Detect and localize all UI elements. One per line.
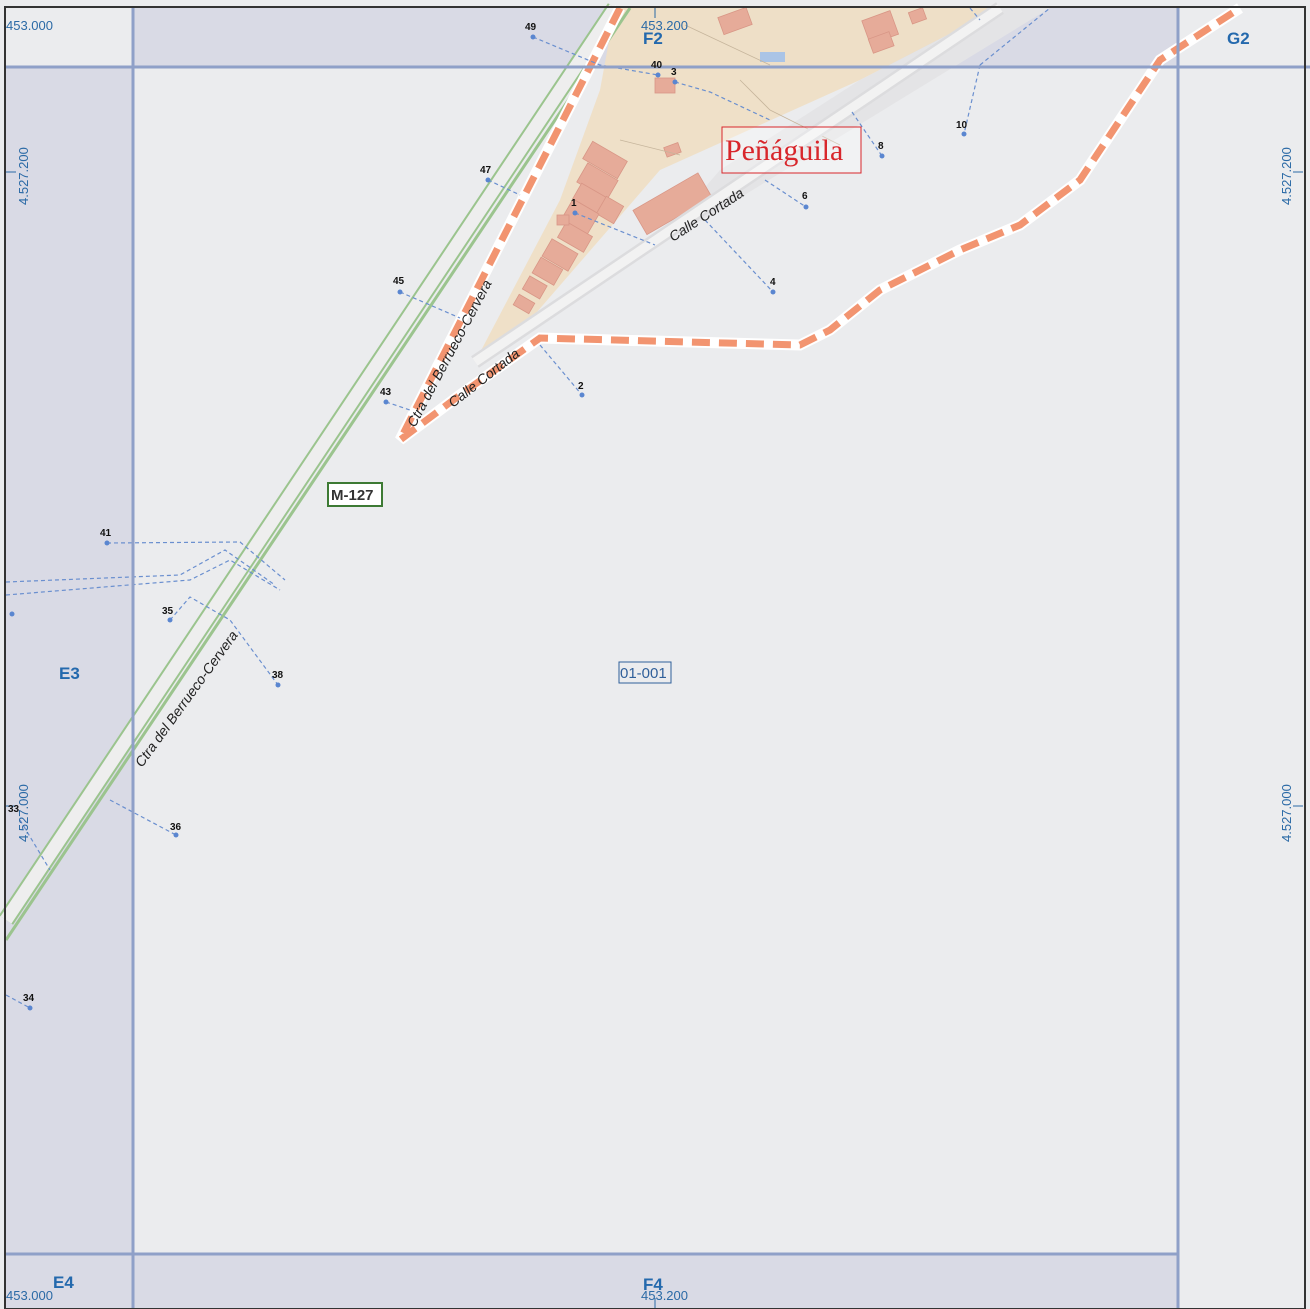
coord-y-4527000-left: 4.527.000	[16, 784, 31, 842]
address-numbers: 49 40 3 8 10 6 1 47 4 45 43 2 41 35 38 3…	[8, 22, 968, 1004]
map-frame	[4, 6, 1306, 1309]
address-number: 35	[162, 606, 174, 617]
coord-y-4527000-right: 4.527.000	[1279, 784, 1294, 842]
coord-y-4527200-left: 4.527.200	[16, 147, 31, 205]
parcel-code-label[interactable]: 01-001	[620, 665, 667, 682]
water-feature	[760, 52, 785, 62]
address-number: 36	[170, 822, 182, 833]
address-number: 38	[272, 670, 284, 681]
address-number: 40	[651, 60, 663, 71]
address-leaders	[5, 7, 1051, 1009]
address-dots	[9, 34, 967, 1011]
address-number: 33	[8, 804, 20, 815]
main-road	[0, 3, 632, 941]
coord-x-453200-bottom: 453.200	[641, 1288, 688, 1303]
address-number: 43	[380, 387, 392, 398]
address-number: 6	[802, 191, 808, 202]
grid-lines	[6, 8, 1310, 1309]
road-badge-box	[327, 482, 383, 507]
adjacent-sheet-e4-f4	[6, 1254, 1178, 1309]
address-number: 41	[100, 528, 112, 539]
address-number: 1	[571, 198, 577, 209]
address-number: 4	[770, 277, 776, 288]
parcel-code-box	[618, 661, 672, 684]
dashed-path	[395, 3, 1243, 445]
sheet-label-f4[interactable]: F4	[643, 1275, 663, 1294]
sheet-label-f2[interactable]: F2	[643, 29, 663, 48]
address-number: 34	[23, 993, 35, 1004]
coord-y-4527200-right: 4.527.200	[1279, 147, 1294, 205]
address-number: 49	[525, 22, 537, 33]
sheet-label-e3[interactable]: E3	[59, 664, 80, 683]
road-badge-label[interactable]: M-127	[331, 487, 374, 504]
coordinate-ticks	[6, 8, 1303, 1309]
town-label[interactable]: Peñáguila	[725, 134, 843, 167]
address-number: 45	[393, 276, 405, 287]
address-number: 47	[480, 165, 492, 176]
coord-x-453200-top: 453.200	[641, 18, 688, 33]
coord-x-453000-top: 453.000	[6, 18, 53, 33]
sheet-label-e4[interactable]: E4	[53, 1273, 74, 1292]
town-label-box	[721, 126, 862, 174]
address-number: 8	[878, 141, 884, 152]
buildings	[512, 6, 928, 315]
adjacent-sheet-e3	[6, 67, 133, 1254]
sheet-label-g2[interactable]: G2	[1227, 29, 1250, 48]
address-number: 2	[578, 381, 584, 392]
urban-block	[475, 8, 1000, 362]
coord-x-453000-bottom: 453.000	[6, 1288, 53, 1303]
address-number: 3	[671, 67, 677, 78]
address-number: 10	[956, 120, 968, 131]
